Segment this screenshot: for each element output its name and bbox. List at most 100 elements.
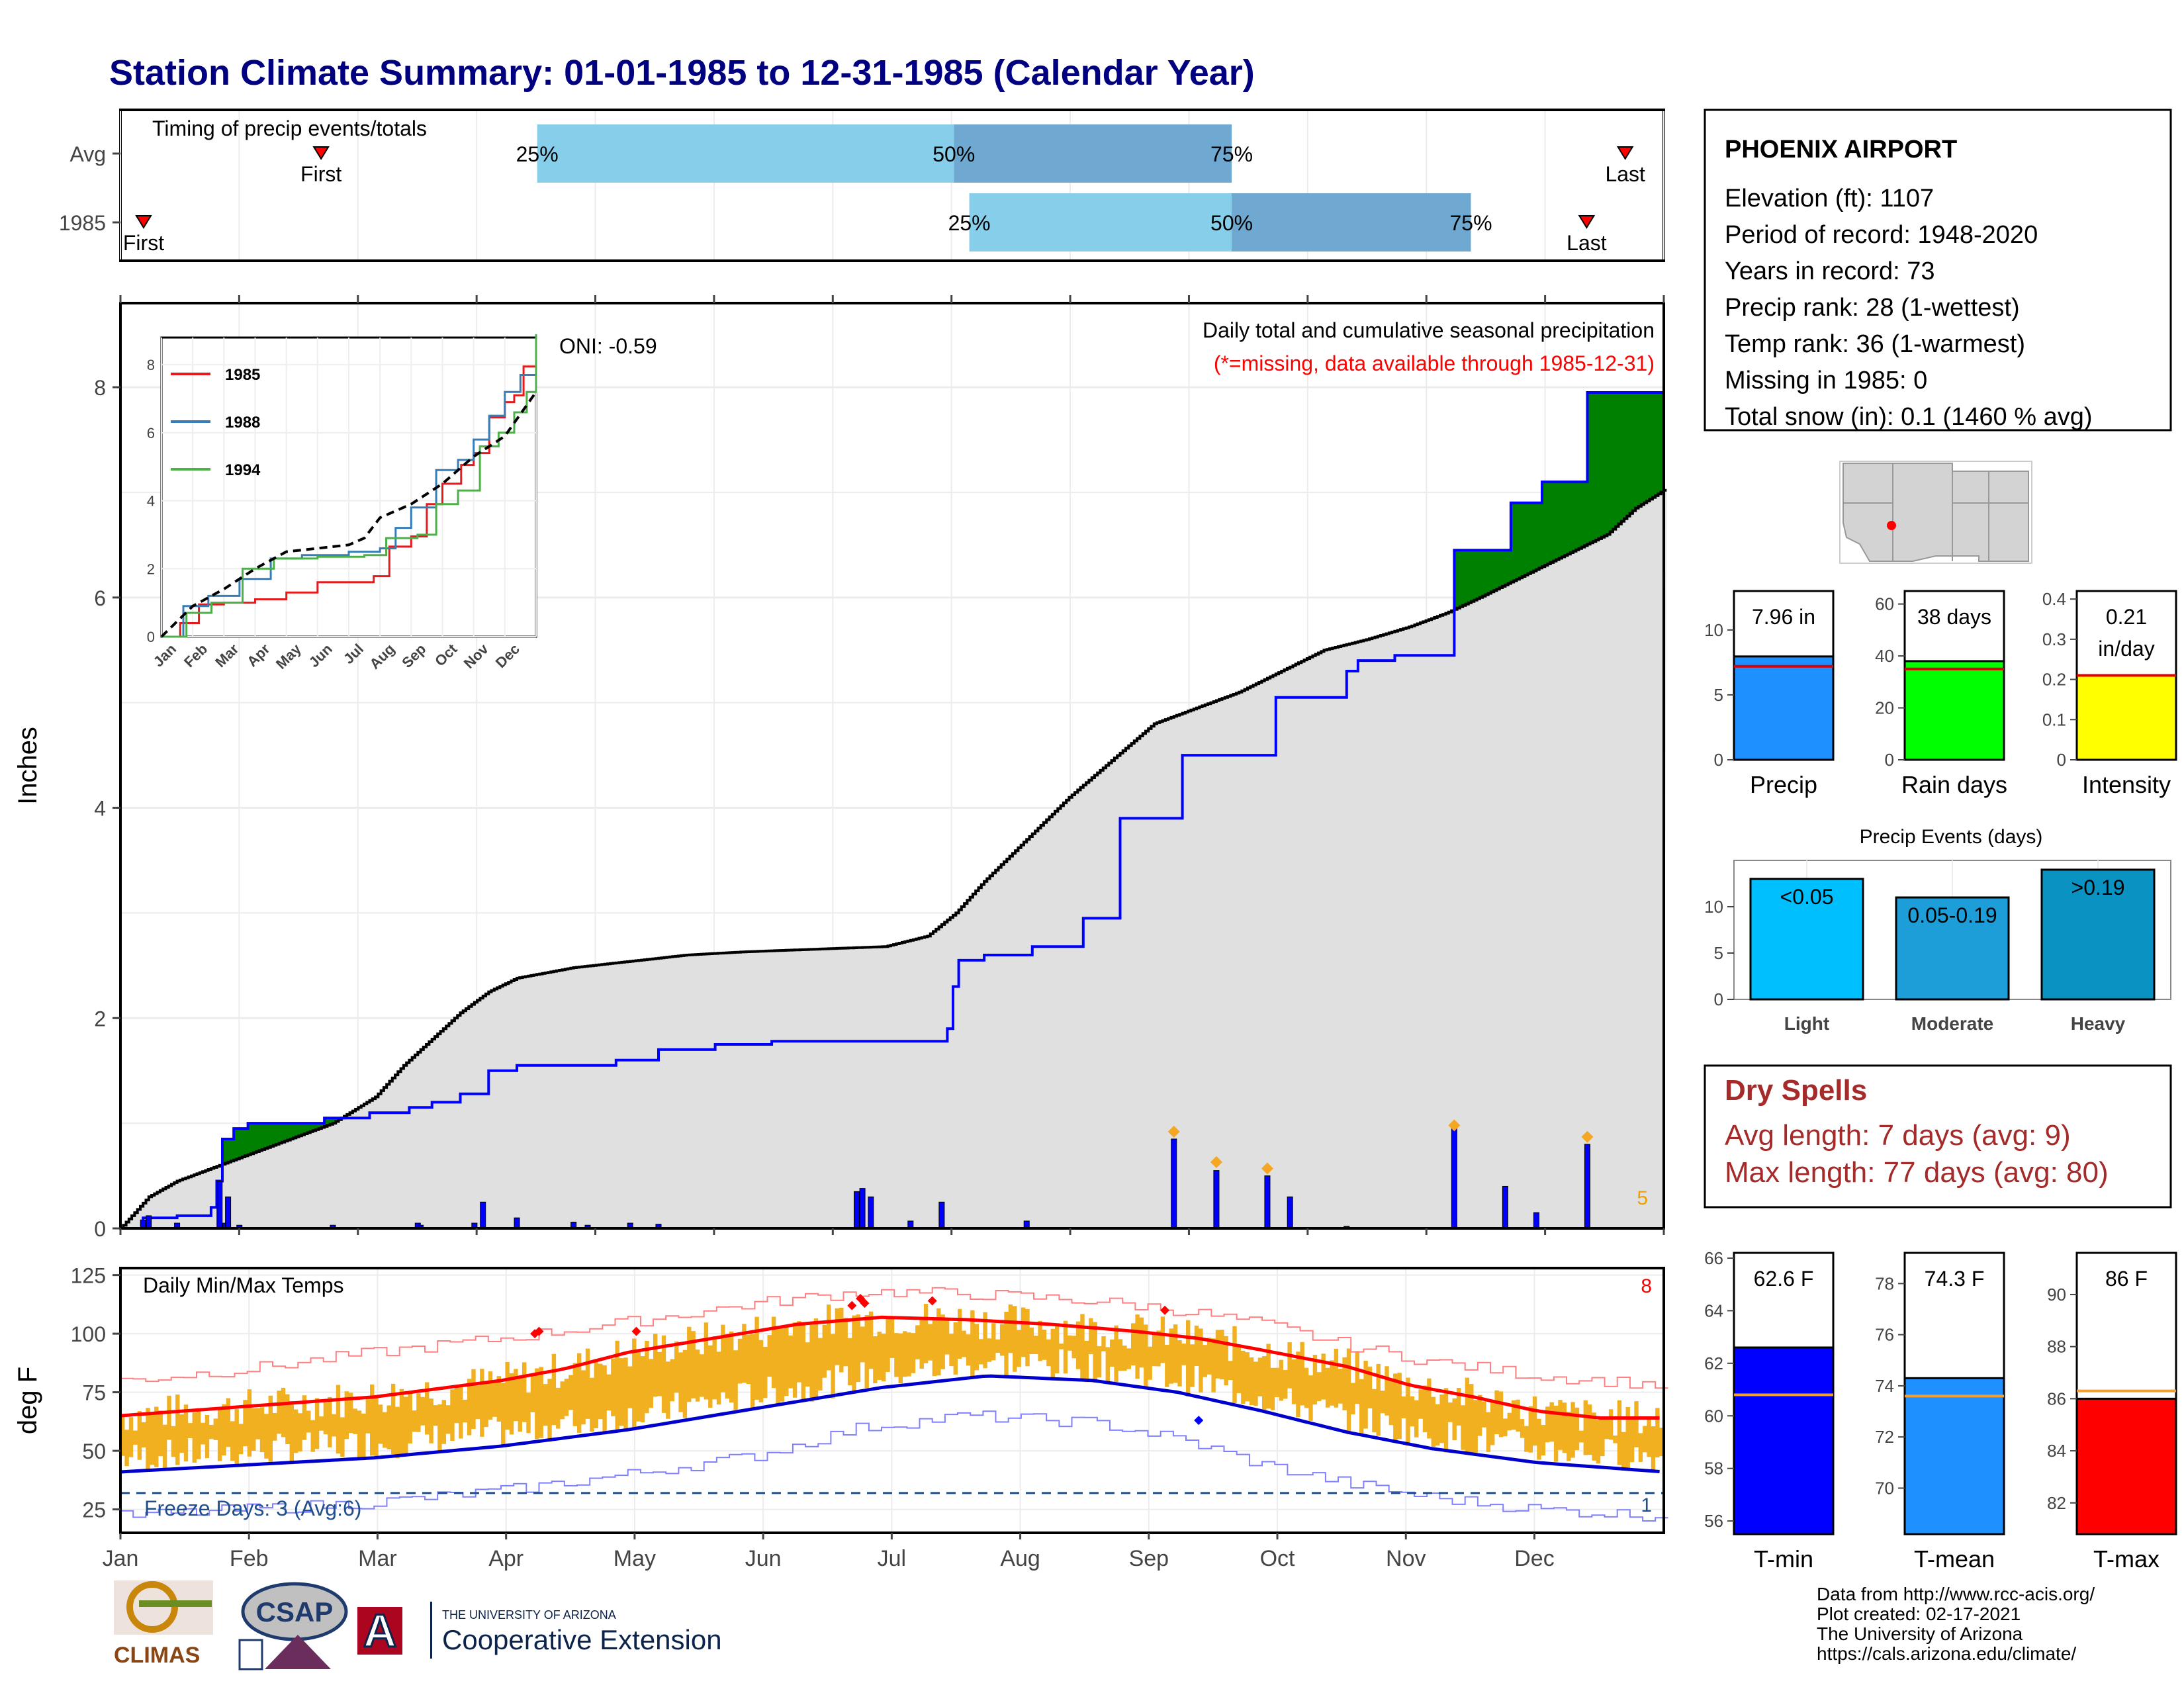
above-avg-fill xyxy=(273,1123,277,1146)
above-avg-fill xyxy=(1525,502,1529,575)
inset-legend-label: 1988 xyxy=(225,414,260,432)
gauge-tick-label: 66 xyxy=(1704,1248,1723,1268)
above-avg-fill xyxy=(1627,392,1631,516)
gauge-value-bar xyxy=(2075,1397,2177,1535)
above-avg-fill xyxy=(1607,392,1611,535)
temps-ytick-label: 125 xyxy=(71,1264,106,1288)
above-avg-fill xyxy=(1604,392,1608,536)
above-avg-fill xyxy=(248,1123,251,1155)
csap-mountain-icon xyxy=(265,1635,331,1669)
precip-panel: 0 2 4 6 8 Inches Daily total and cumulative … xyxy=(13,295,1667,1241)
daily-precip-bar xyxy=(1502,1185,1508,1229)
above-avg-fill xyxy=(1647,392,1651,501)
gauge-value-label: 38 days xyxy=(1917,605,1991,629)
above-avg-fill xyxy=(1457,550,1461,608)
inset-series-line xyxy=(161,334,537,638)
above-avg-fill xyxy=(1581,482,1585,547)
above-avg-fill xyxy=(301,1123,305,1135)
precip-corner-count: 5 xyxy=(1637,1187,1648,1209)
above-avg-fill xyxy=(1502,550,1506,586)
temps-ytick-label: 75 xyxy=(82,1381,106,1405)
footer-line: https://cals.arizona.edu/climate/ xyxy=(1817,1643,2076,1664)
above-avg-fill xyxy=(307,1123,311,1133)
events-bar xyxy=(1895,896,2010,1001)
record-high-marker xyxy=(534,1326,544,1336)
temps-month-label: May xyxy=(614,1546,656,1571)
timing-q25-label: 25% xyxy=(948,211,991,235)
gauge-label: T-min xyxy=(1754,1545,1813,1573)
precip-gauges: 0 5 10 7.96 in Precip 0 20 40 60 38 days Rain days… xyxy=(1704,589,2177,798)
timing-first-marker xyxy=(135,215,152,229)
above-avg-fill xyxy=(304,1123,308,1134)
above-avg-fill xyxy=(1505,550,1509,585)
daily-precip-bar xyxy=(225,1196,232,1229)
above-avg-fill xyxy=(1510,502,1514,582)
above-avg-fill xyxy=(1542,482,1545,567)
above-avg-fill xyxy=(1514,502,1518,581)
gauge-tick-label: 56 xyxy=(1704,1511,1723,1531)
timing-q75-label: 75% xyxy=(1449,211,1492,235)
above-avg-fill xyxy=(225,1138,229,1164)
gauge-tick-label: 0 xyxy=(2057,750,2066,770)
temps-axis: 25 50 75 100 125 Jan Feb Mar Apr May Jun Jul Aug Sep O… xyxy=(71,1264,1555,1571)
inset-legend-label: 1994 xyxy=(225,461,261,479)
above-avg-fill xyxy=(1632,392,1636,511)
above-avg-fill xyxy=(316,1123,320,1130)
temps-content xyxy=(120,1287,1668,1522)
timing-last-marker xyxy=(1578,215,1596,229)
above-avg-fill xyxy=(330,1118,334,1124)
station-line: Elevation (ft): 1107 xyxy=(1725,185,1934,212)
temps-title: Daily Min/Max Temps xyxy=(143,1273,343,1297)
daily-precip-bar xyxy=(1171,1138,1177,1229)
precip-fills xyxy=(120,391,1667,1230)
events-category-label: Moderate xyxy=(1911,1013,1993,1034)
record-low-marker xyxy=(1194,1416,1204,1426)
events-category-label: Heavy xyxy=(2071,1013,2126,1034)
timing-panel: Timing of precip events/totals Avg 25% 50%… xyxy=(59,109,1665,262)
above-avg-fill xyxy=(1488,550,1492,594)
above-avg-fill xyxy=(1496,550,1500,590)
footer-line: The University of Arizona xyxy=(1817,1623,2023,1644)
dry-spells-frame xyxy=(1704,1064,2172,1209)
above-avg-fill xyxy=(1624,392,1627,519)
above-avg-fill xyxy=(1635,392,1639,508)
precip-ytick-label: 2 xyxy=(94,1007,106,1030)
above-avg-fill xyxy=(1598,392,1602,539)
climas-logo: CLIMAS xyxy=(114,1580,213,1668)
above-avg-fill xyxy=(279,1123,283,1144)
above-avg-fill xyxy=(1536,502,1540,570)
above-avg-fill xyxy=(259,1123,263,1151)
temps-month-label: Jan xyxy=(103,1546,139,1571)
daily-precip-bar xyxy=(1287,1196,1293,1229)
above-avg-fill xyxy=(267,1123,271,1148)
daily-precip-bar xyxy=(938,1201,945,1229)
timing-q50-label: 50% xyxy=(933,142,975,166)
heavy-event-marker xyxy=(1210,1156,1222,1168)
gauge-value-label: 62.6 F xyxy=(1754,1267,1814,1291)
above-avg-fill xyxy=(290,1123,294,1139)
station-line: Precip rank: 28 (1-wettest) xyxy=(1725,294,2020,322)
above-avg-fill xyxy=(1565,482,1569,556)
above-avg-fill xyxy=(1477,550,1480,599)
timing-last-marker xyxy=(1616,146,1634,160)
above-avg-fill xyxy=(310,1123,314,1132)
footer-line: Plot created: 02-17-2021 xyxy=(1817,1604,2021,1624)
events-tick-label: 5 xyxy=(1714,943,1723,963)
timing-q25-label: 25% xyxy=(516,142,559,166)
above-avg-fill xyxy=(1567,482,1571,555)
above-avg-fill xyxy=(1584,482,1588,546)
temp-gauges: 56 58 60 62 64 66 62.6 F T-min 70 72 74 76 78 74.3 F T… xyxy=(1704,1248,2177,1573)
gauge-tick-label: 58 xyxy=(1704,1459,1723,1479)
events-category-label: Light xyxy=(1784,1013,1829,1034)
above-avg-fill xyxy=(281,1123,285,1142)
above-avg-fill xyxy=(1658,392,1662,494)
temps-month-label: Jun xyxy=(745,1546,782,1571)
station-line: Missing in 1985: 0 xyxy=(1725,367,1927,394)
above-avg-fill xyxy=(1474,550,1478,600)
gauge-value-unit: in/day xyxy=(2098,637,2154,661)
gauge-label: Rain days xyxy=(1901,771,2007,798)
events-title: Precip Events (days) xyxy=(1860,826,2043,848)
temps-month-label: Apr xyxy=(488,1546,523,1571)
events-bar-label: >0.19 xyxy=(2071,876,2125,899)
timing-bar-q25-q50 xyxy=(537,124,954,183)
